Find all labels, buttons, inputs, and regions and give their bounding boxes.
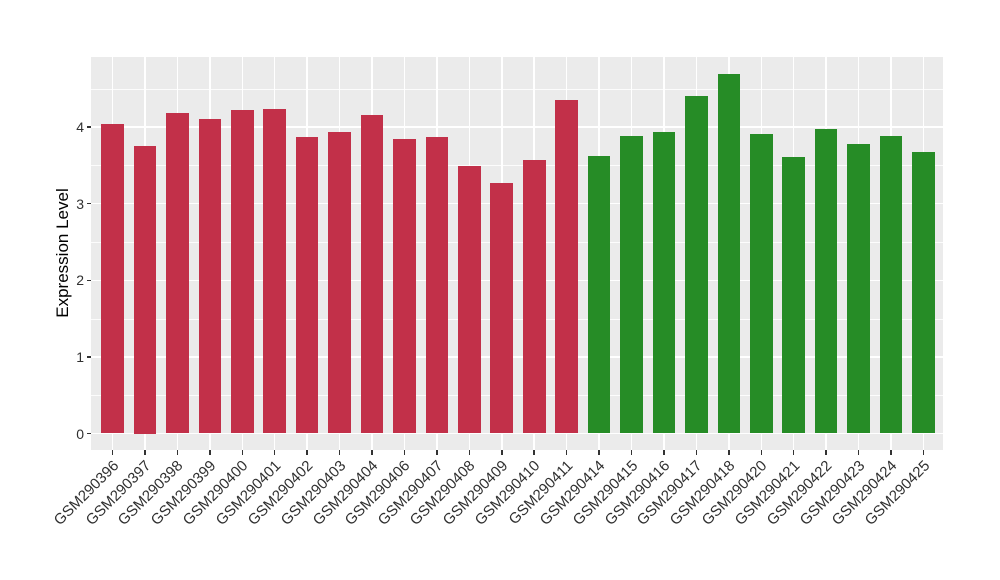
y-tick-label-3: 3 [76, 195, 84, 212]
bar-GSM290410 [522, 160, 546, 434]
bar-GSM290414 [587, 156, 611, 434]
x-tick-mark-GSM290407 [436, 450, 438, 455]
bar-GSM290423 [847, 143, 870, 434]
x-tick-mark-GSM290410 [533, 450, 535, 455]
x-tick-mark-GSM290420 [760, 450, 763, 455]
bar-GSM290403 [328, 132, 351, 434]
bar-GSM290409 [490, 183, 514, 434]
bar-GSM290411 [555, 100, 578, 434]
y-tick-label-1: 1 [76, 348, 84, 365]
bar-GSM290396 [101, 124, 124, 434]
bar-GSM290422 [814, 129, 838, 434]
x-tick-mark-GSM290404 [371, 450, 373, 455]
bar-GSM290399 [198, 119, 222, 434]
minor-gridline-y-1.5 [91, 318, 943, 320]
minor-gridline-y-0.5 [91, 395, 943, 396]
y-tick-mark-1 [86, 356, 91, 358]
plot-panel [91, 57, 943, 450]
x-tick-mark-GSM290402 [306, 450, 308, 455]
minor-gridline-y-3.5 [91, 165, 943, 167]
bar-GSM290421 [782, 156, 806, 434]
bar-GSM290400 [230, 110, 254, 434]
x-tick-mark-GSM290414 [598, 450, 600, 455]
minor-gridline-y-4.5 [91, 88, 943, 90]
bar-GSM290406 [393, 139, 416, 434]
x-tick-mark-GSM290408 [468, 450, 471, 455]
x-tick-mark-GSM290425 [922, 450, 925, 455]
x-tick-mark-GSM290423 [857, 450, 860, 455]
x-tick-mark-GSM290409 [501, 450, 503, 455]
x-tick-mark-GSM290400 [241, 450, 243, 455]
x-tick-mark-GSM290397 [144, 450, 146, 455]
bar-GSM290407 [425, 137, 449, 434]
x-tick-mark-GSM290401 [273, 450, 276, 455]
bar-GSM290417 [685, 96, 708, 434]
bar-GSM290401 [263, 109, 286, 434]
y-tick-label-2: 2 [76, 272, 84, 289]
bar-GSM290404 [360, 114, 384, 434]
x-tick-mark-GSM290399 [209, 450, 211, 455]
y-tick-mark-4 [86, 126, 91, 128]
y-tick-label-4: 4 [76, 119, 84, 136]
x-tick-mark-GSM290415 [630, 450, 633, 455]
x-tick-mark-GSM290396 [111, 450, 114, 455]
bar-GSM290408 [458, 166, 481, 434]
x-tick-mark-GSM290403 [338, 450, 341, 455]
gridline-y-4 [91, 126, 943, 128]
y-tick-mark-0 [86, 432, 91, 435]
x-tick-mark-GSM290418 [728, 450, 730, 455]
bar-GSM290398 [166, 112, 189, 434]
y-tick-mark-2 [86, 279, 91, 282]
x-tick-mark-GSM290421 [792, 450, 795, 455]
x-tick-mark-GSM290416 [663, 450, 665, 455]
bar-GSM290397 [133, 146, 157, 434]
gridline-y-2 [91, 279, 943, 282]
x-tick-mark-GSM290398 [176, 450, 179, 455]
bar-GSM290425 [912, 151, 935, 434]
bar-GSM290416 [652, 131, 676, 434]
minor-gridline-y-2.5 [91, 242, 943, 243]
bar-GSM290418 [717, 74, 741, 434]
y-tick-mark-3 [86, 202, 91, 205]
y-tick-label-0: 0 [76, 425, 84, 442]
bar-GSM290415 [620, 135, 643, 434]
gridline-y-0 [91, 432, 943, 435]
gridline-y-3 [91, 202, 943, 205]
x-tick-mark-GSM290406 [403, 450, 406, 455]
bar-GSM290402 [295, 137, 319, 434]
x-tick-mark-GSM290411 [565, 450, 568, 455]
x-tick-mark-GSM290417 [695, 450, 698, 455]
x-tick-mark-GSM290422 [825, 450, 827, 455]
gridline-y-1 [91, 356, 943, 358]
x-tick-mark-GSM290424 [890, 450, 892, 455]
bar-GSM290424 [879, 136, 903, 434]
bar-GSM290420 [750, 133, 773, 434]
